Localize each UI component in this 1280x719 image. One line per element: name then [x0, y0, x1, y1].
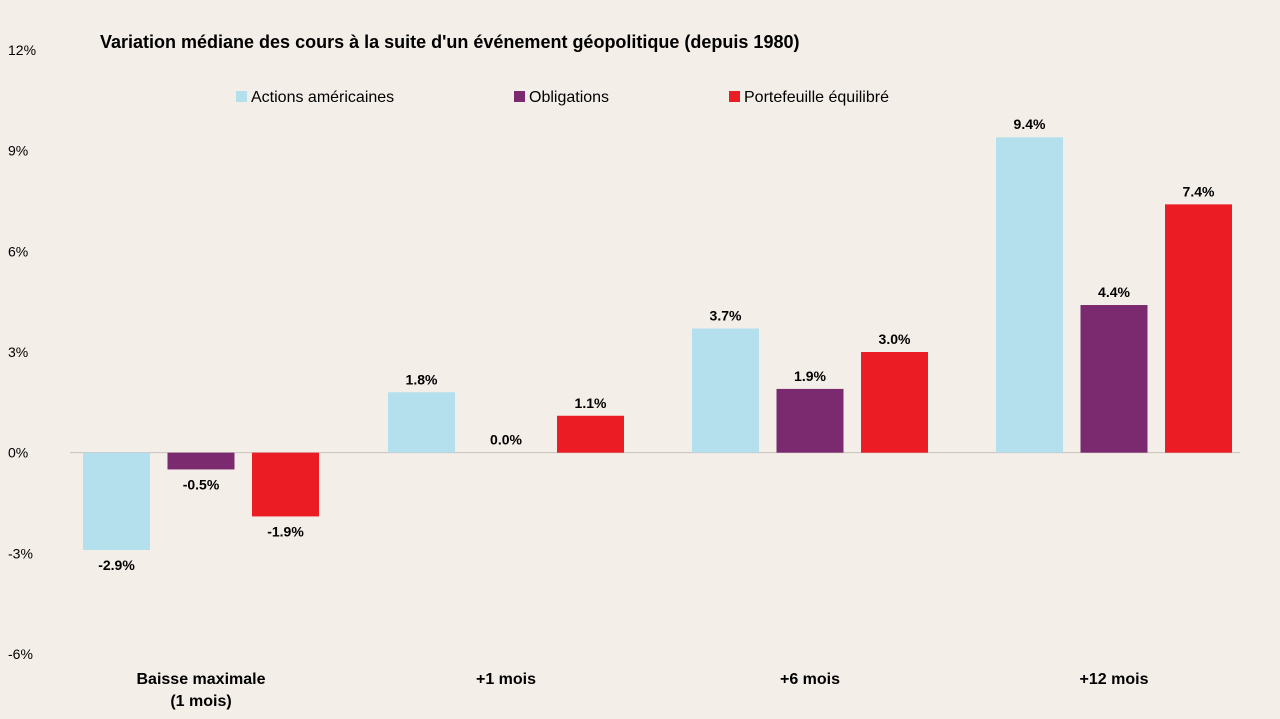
data-label-actions-americaines-3: 3.7% [710, 308, 742, 324]
bar-portefeuille-equilibre-4 [1165, 204, 1232, 453]
bar-actions-americaines-3 [692, 328, 759, 453]
chart-title: Variation médiane des cours à la suite d… [100, 32, 799, 52]
y-tick-label: 9% [8, 143, 28, 159]
data-label-obligations-1: -0.5% [183, 476, 220, 492]
data-label-obligations-4: 4.4% [1098, 284, 1130, 300]
x-tick-label: (1 mois) [170, 693, 231, 710]
y-tick-label: -3% [8, 545, 33, 561]
bar-actions-americaines-2 [388, 392, 455, 453]
data-label-actions-americaines-2: 1.8% [406, 371, 438, 387]
legend: Actions américaines Obligations Portefeuil… [236, 89, 889, 106]
bar-portefeuille-equilibre-2 [557, 415, 624, 453]
legend-label-actions-americaines: Actions américaines [251, 89, 394, 106]
bar-actions-americaines-1 [83, 452, 150, 550]
x-tick-label: Baisse maximale [137, 671, 266, 688]
bar-obligations-4 [1080, 305, 1148, 453]
y-tick-label: 12% [8, 42, 36, 58]
x-tick-label: +1 mois [476, 671, 536, 688]
bar-labels: -2.9% 1.8% 3.7% 9.4% -0.5% 0.0% 1.9% 4.4% -1.9% 1… [98, 116, 1215, 573]
legend-swatch-portefeuille-equilibre [729, 91, 740, 102]
data-label-actions-americaines-1: -2.9% [98, 557, 135, 573]
data-label-portefeuille-equilibre-1: -1.9% [267, 523, 304, 539]
bar-portefeuille-equilibre-1 [252, 452, 319, 517]
legend-swatch-obligations [514, 91, 525, 102]
bar-obligations-1 [167, 452, 235, 470]
x-axis: Baisse maximale (1 mois) +1 mois +6 mois +12… [137, 671, 1149, 710]
y-tick-label: 3% [8, 344, 28, 360]
x-tick-label: +12 mois [1080, 671, 1149, 688]
legend-label-portefeuille-equilibre: Portefeuille équilibré [744, 89, 889, 106]
y-tick-label: -6% [8, 646, 33, 662]
legend-label-obligations: Obligations [529, 89, 609, 106]
bar-portefeuille-equilibre-3 [861, 352, 928, 453]
data-label-portefeuille-equilibre-4: 7.4% [1183, 183, 1215, 199]
data-label-portefeuille-equilibre-3: 3.0% [879, 331, 911, 347]
y-tick-label: 6% [8, 243, 28, 259]
y-axis: 12% 9% 6% 3% 0% -3% -6% [8, 42, 36, 662]
y-tick-label: 0% [8, 445, 28, 461]
bars [83, 137, 1232, 550]
legend-swatch-actions-americaines [236, 91, 247, 102]
data-label-actions-americaines-4: 9.4% [1014, 116, 1046, 132]
bar-obligations-3 [776, 388, 844, 453]
x-tick-label: +6 mois [780, 671, 840, 688]
data-label-portefeuille-equilibre-2: 1.1% [575, 395, 607, 411]
bar-actions-americaines-4 [996, 137, 1063, 453]
data-label-obligations-3: 1.9% [794, 368, 826, 384]
data-label-obligations-2: 0.0% [490, 432, 522, 448]
